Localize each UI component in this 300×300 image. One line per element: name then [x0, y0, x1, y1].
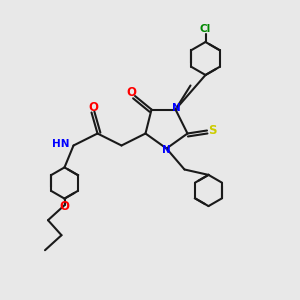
Text: O: O: [126, 85, 136, 99]
Text: N: N: [161, 145, 170, 155]
Text: HN: HN: [52, 139, 70, 149]
Text: S: S: [208, 124, 217, 137]
Text: N: N: [172, 103, 181, 113]
Text: O: O: [59, 200, 69, 213]
Text: Cl: Cl: [200, 24, 211, 34]
Text: O: O: [88, 100, 98, 114]
